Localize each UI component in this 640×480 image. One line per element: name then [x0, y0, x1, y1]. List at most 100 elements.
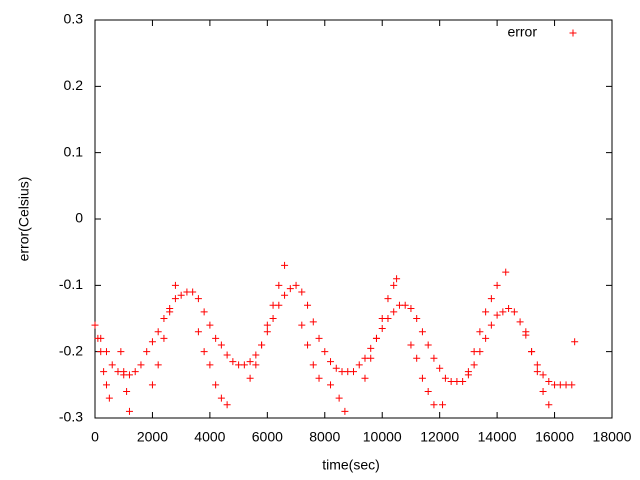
x-axis-label: time(sec)	[322, 457, 380, 473]
point	[341, 407, 349, 415]
point	[263, 328, 271, 336]
point	[286, 285, 294, 293]
point	[505, 305, 513, 313]
point	[154, 361, 162, 369]
point	[160, 315, 168, 322]
point	[571, 338, 579, 346]
point	[487, 295, 495, 303]
x-tick-label: 2000	[137, 429, 168, 445]
point	[327, 358, 335, 366]
point	[441, 374, 449, 382]
point	[212, 334, 220, 342]
point	[171, 281, 179, 289]
point	[281, 291, 289, 299]
point	[502, 268, 510, 276]
point	[194, 295, 202, 303]
point	[194, 328, 202, 336]
point	[298, 321, 306, 329]
point	[332, 364, 340, 372]
point	[390, 281, 398, 289]
point	[407, 341, 415, 349]
y-axis-label: error(Celsius)	[16, 177, 32, 262]
point	[143, 348, 151, 356]
y-tick-label: 0.2	[64, 77, 84, 93]
point	[137, 361, 145, 369]
point	[223, 351, 231, 359]
point	[252, 361, 260, 369]
point	[418, 328, 426, 336]
point	[252, 351, 260, 359]
point	[539, 371, 547, 379]
point	[148, 338, 156, 346]
point	[424, 341, 432, 349]
point	[439, 401, 447, 409]
point	[493, 311, 501, 319]
x-tick-label: 16000	[535, 429, 574, 445]
point	[321, 348, 329, 356]
point	[148, 381, 156, 389]
point	[240, 361, 248, 369]
point	[258, 341, 266, 349]
point	[335, 394, 343, 402]
point	[171, 295, 179, 303]
point	[545, 378, 553, 386]
point	[223, 401, 231, 409]
point	[269, 315, 277, 322]
point	[120, 368, 128, 376]
point	[304, 301, 312, 309]
point	[160, 334, 168, 342]
point	[217, 341, 225, 349]
y-tick-label: 0.3	[64, 11, 84, 27]
point	[516, 318, 524, 326]
point	[482, 308, 490, 316]
point	[327, 381, 335, 389]
point	[413, 354, 421, 362]
point	[206, 361, 214, 369]
x-tick-label: 12000	[420, 429, 459, 445]
point	[100, 368, 108, 376]
point	[131, 368, 139, 376]
point	[407, 305, 415, 313]
point	[304, 341, 312, 349]
point	[200, 348, 208, 356]
point	[487, 321, 495, 329]
point	[154, 328, 162, 336]
point	[413, 315, 421, 322]
point	[418, 374, 426, 382]
point	[510, 308, 518, 316]
point	[200, 308, 208, 316]
point	[102, 381, 110, 389]
plot-frame	[94, 19, 613, 419]
point	[105, 394, 113, 402]
point	[430, 401, 438, 409]
point	[476, 328, 484, 336]
point	[94, 334, 102, 342]
y-tick-label: 0.1	[64, 143, 84, 159]
point	[533, 368, 541, 376]
point	[189, 288, 197, 296]
point	[97, 348, 105, 356]
point	[206, 321, 214, 329]
point	[309, 361, 317, 369]
point	[568, 381, 576, 389]
point	[309, 318, 317, 326]
y-tick-label: -0.1	[59, 276, 83, 292]
point	[493, 281, 501, 289]
point	[470, 361, 478, 369]
point	[522, 328, 530, 336]
point	[470, 348, 478, 356]
point	[269, 301, 277, 309]
point	[350, 368, 357, 376]
point	[378, 315, 386, 322]
y-tick-label: 0	[75, 210, 83, 226]
y-tick-label: -0.3	[59, 409, 83, 425]
point	[263, 321, 271, 329]
legend-label: error	[507, 24, 537, 40]
point	[292, 281, 300, 289]
point	[367, 354, 375, 362]
point	[390, 308, 398, 316]
point	[91, 321, 99, 329]
x-tick-label: 10000	[363, 429, 402, 445]
point	[367, 344, 375, 352]
point	[459, 378, 467, 386]
